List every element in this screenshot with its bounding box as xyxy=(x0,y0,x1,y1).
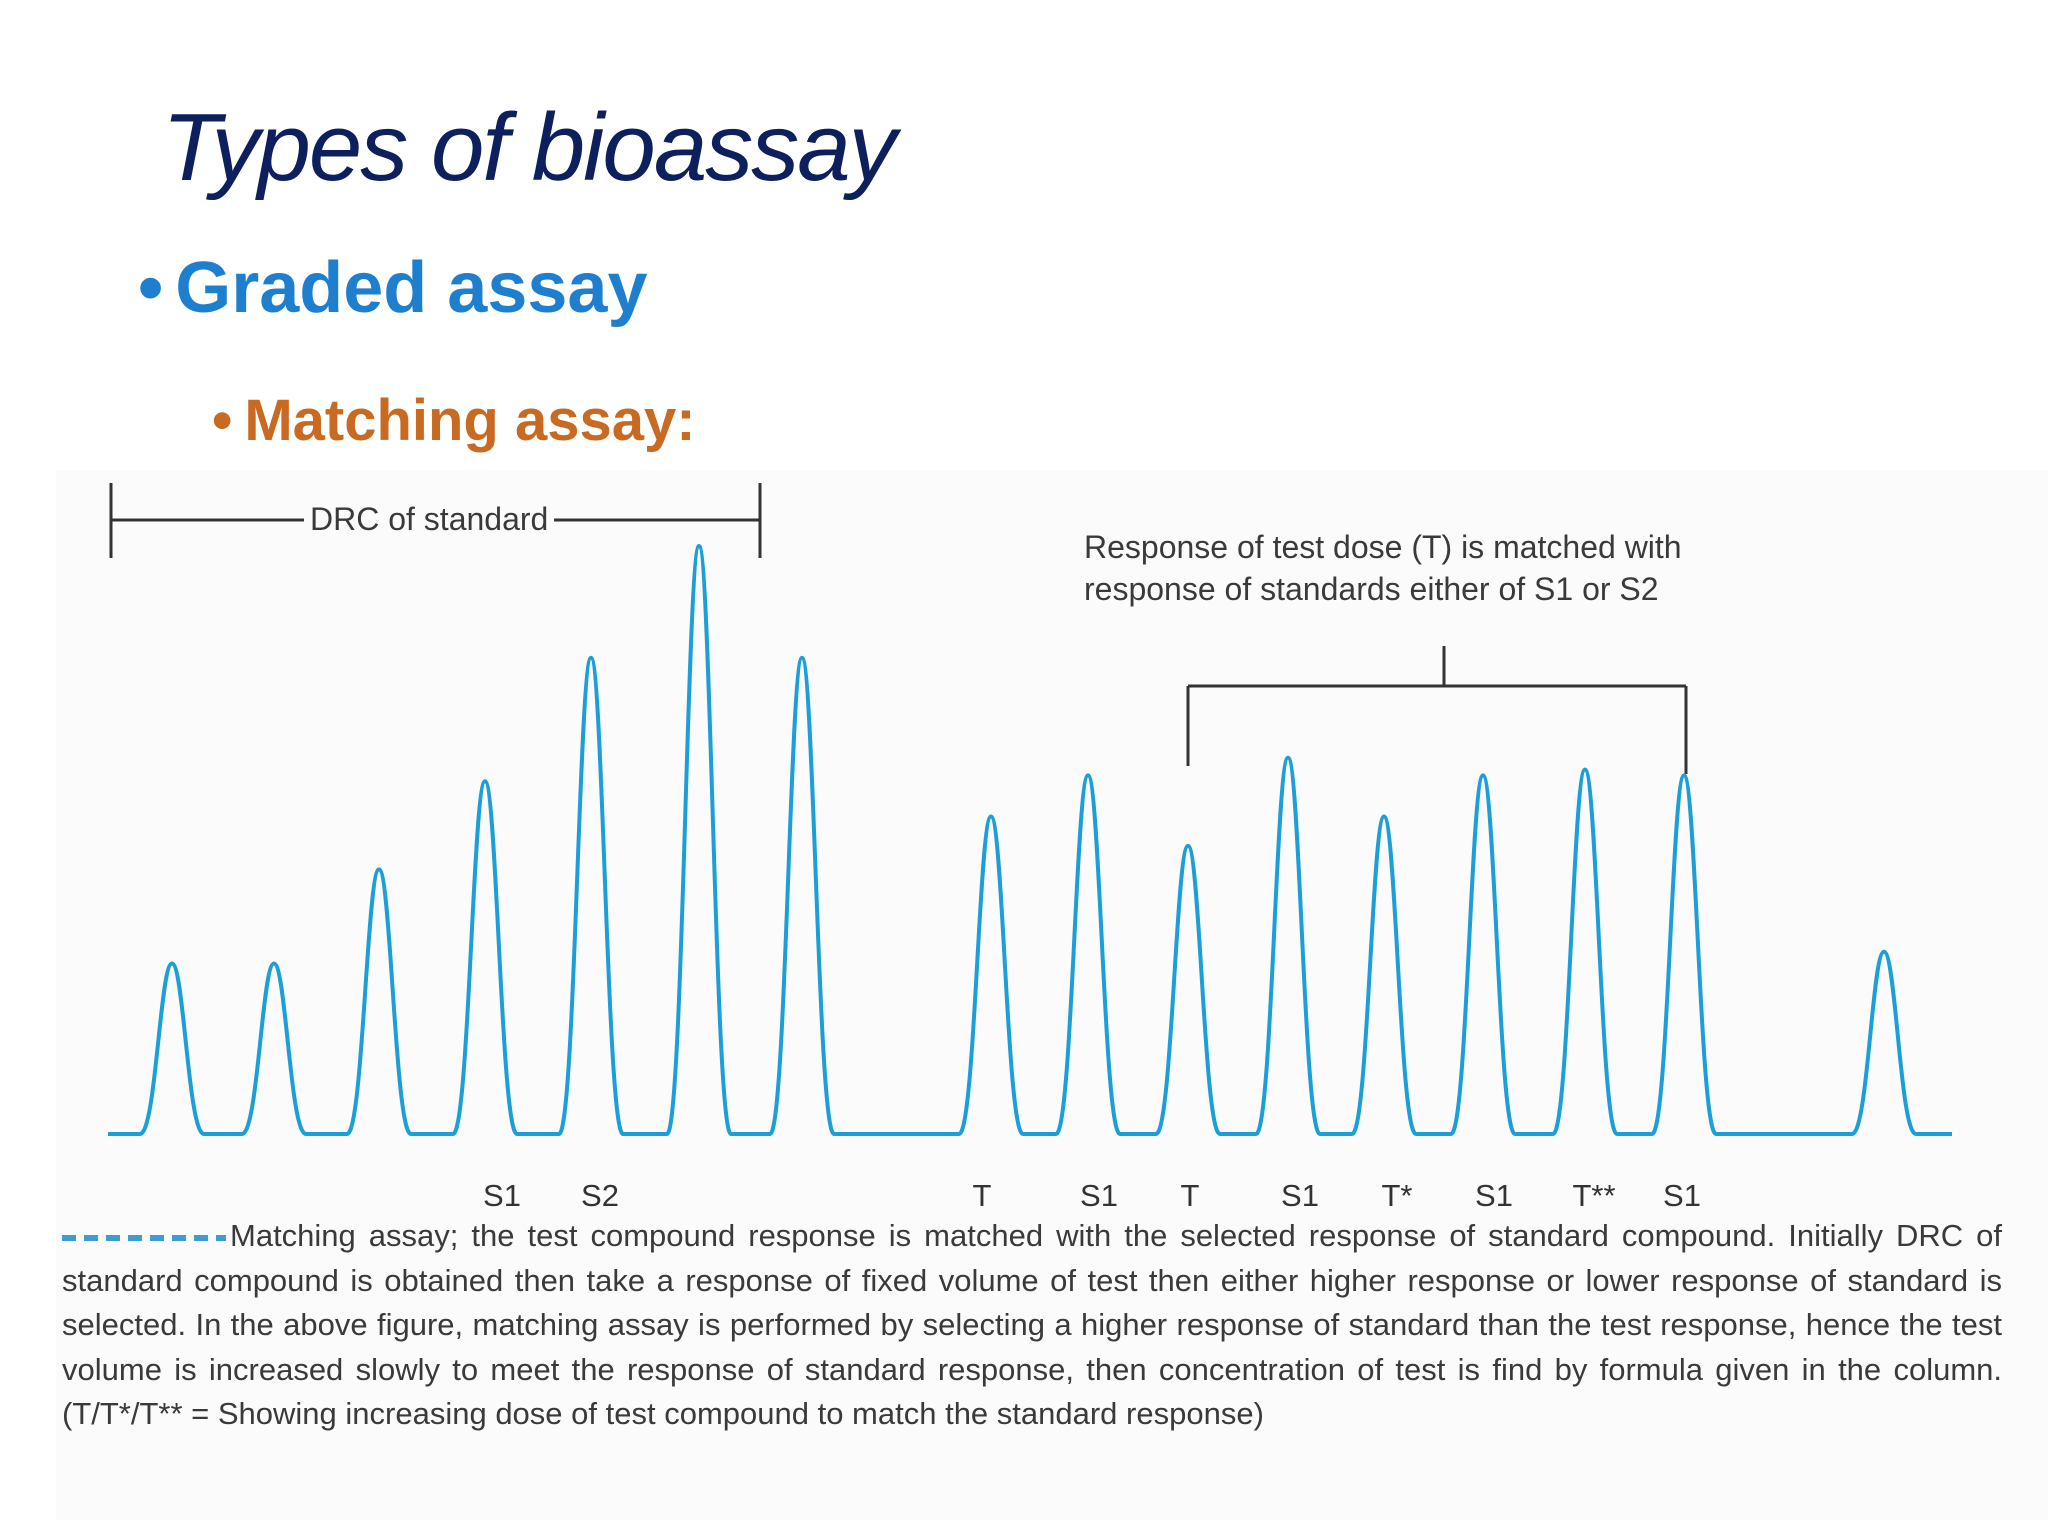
match-annotation-line1: Response of test dose (T) is matched wit… xyxy=(1084,529,1682,565)
bullet-matching-assay-text: Matching assay: xyxy=(244,388,696,453)
figure-number-fragment xyxy=(62,1234,226,1241)
figure-caption-text: Matching assay; the test compound respon… xyxy=(62,1218,2002,1431)
response-trace xyxy=(108,544,1952,1136)
slide-title: Types of bioassay xyxy=(162,94,897,201)
peak-label: T* xyxy=(1381,1178,1413,1213)
match-annotation-line2: response of standards either of S1 or S2 xyxy=(1084,571,1659,607)
peak-label: T** xyxy=(1572,1178,1616,1213)
bullet-dot-icon: • xyxy=(212,388,233,453)
bullet-dot-icon: • xyxy=(138,248,164,328)
figure-caption: Matching assay; the test compound respon… xyxy=(62,1214,2002,1437)
peak-label: T xyxy=(972,1178,992,1213)
bullet-graded-assay-text: Graded assay xyxy=(175,248,648,328)
match-annotation: Response of test dose (T) is matched wit… xyxy=(1084,526,1682,610)
peak-label: S1 xyxy=(1663,1178,1701,1213)
figure-panel xyxy=(56,470,2048,1520)
peak-label: S2 xyxy=(581,1178,619,1213)
peak-label: T xyxy=(1180,1178,1200,1213)
peak-label: S1 xyxy=(1475,1178,1513,1213)
bullet-graded-assay: • Graded assay xyxy=(138,252,648,324)
peak-label: S1 xyxy=(1281,1178,1319,1213)
bullet-matching-assay: • Matching assay: xyxy=(212,392,696,450)
peak-label: S1 xyxy=(1080,1178,1118,1213)
peak-label: S1 xyxy=(483,1178,521,1213)
drc-label: DRC of standard xyxy=(304,503,555,535)
